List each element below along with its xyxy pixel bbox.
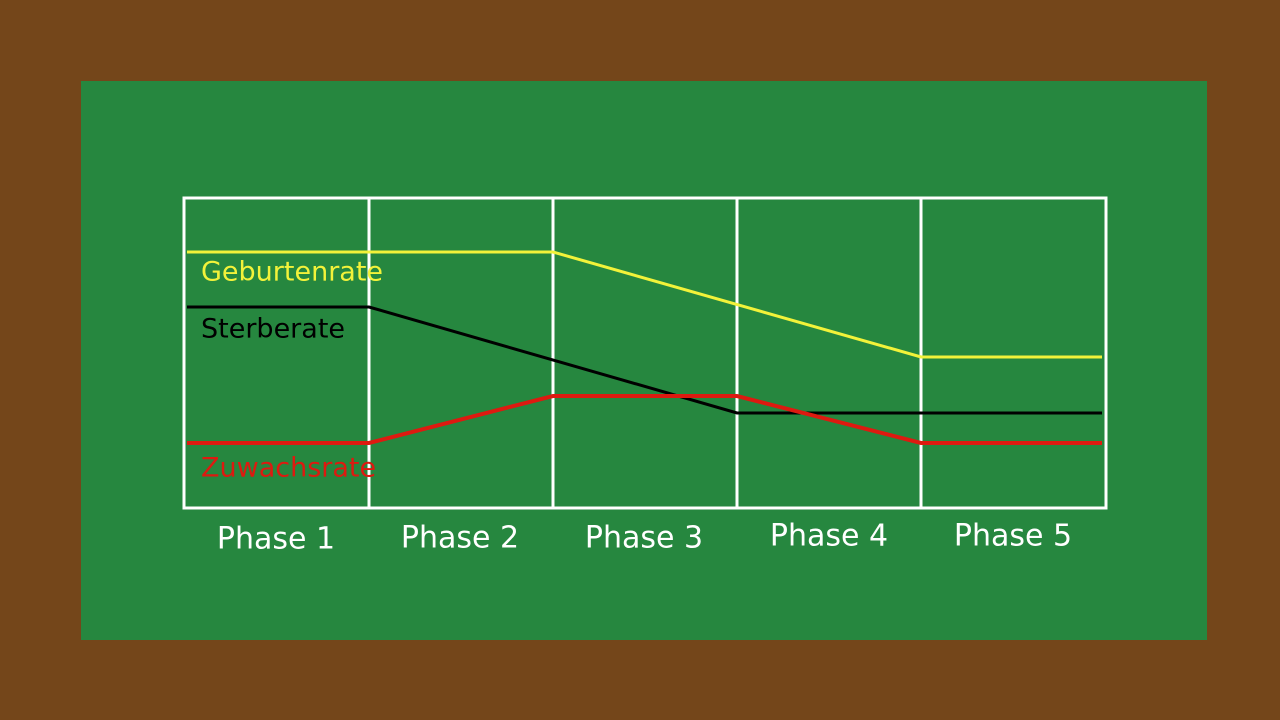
birth-rate-curve [187, 250, 1102, 359]
phase-label: Phase 5 [954, 519, 1072, 554]
phase-label: Phase 3 [585, 521, 703, 556]
phase-label: Phase 4 [770, 519, 888, 554]
phase-grid [182, 196, 1108, 510]
curve-label: Sterberate [201, 314, 345, 345]
death-rate-curve [187, 305, 1102, 415]
curve-label: Geburtenrate [201, 257, 383, 288]
phase-label: Phase 2 [401, 521, 519, 556]
growth-rate-curve [187, 394, 1102, 445]
phase-labels: Phase 1 Phase 2 Phase 3 Phase 4 Phase 5 [217, 519, 1072, 557]
curve-label: Zuwachsrate [201, 453, 376, 484]
phase-label: Phase 1 [217, 522, 335, 557]
grid-border [182, 196, 1108, 510]
board [81, 81, 1207, 640]
